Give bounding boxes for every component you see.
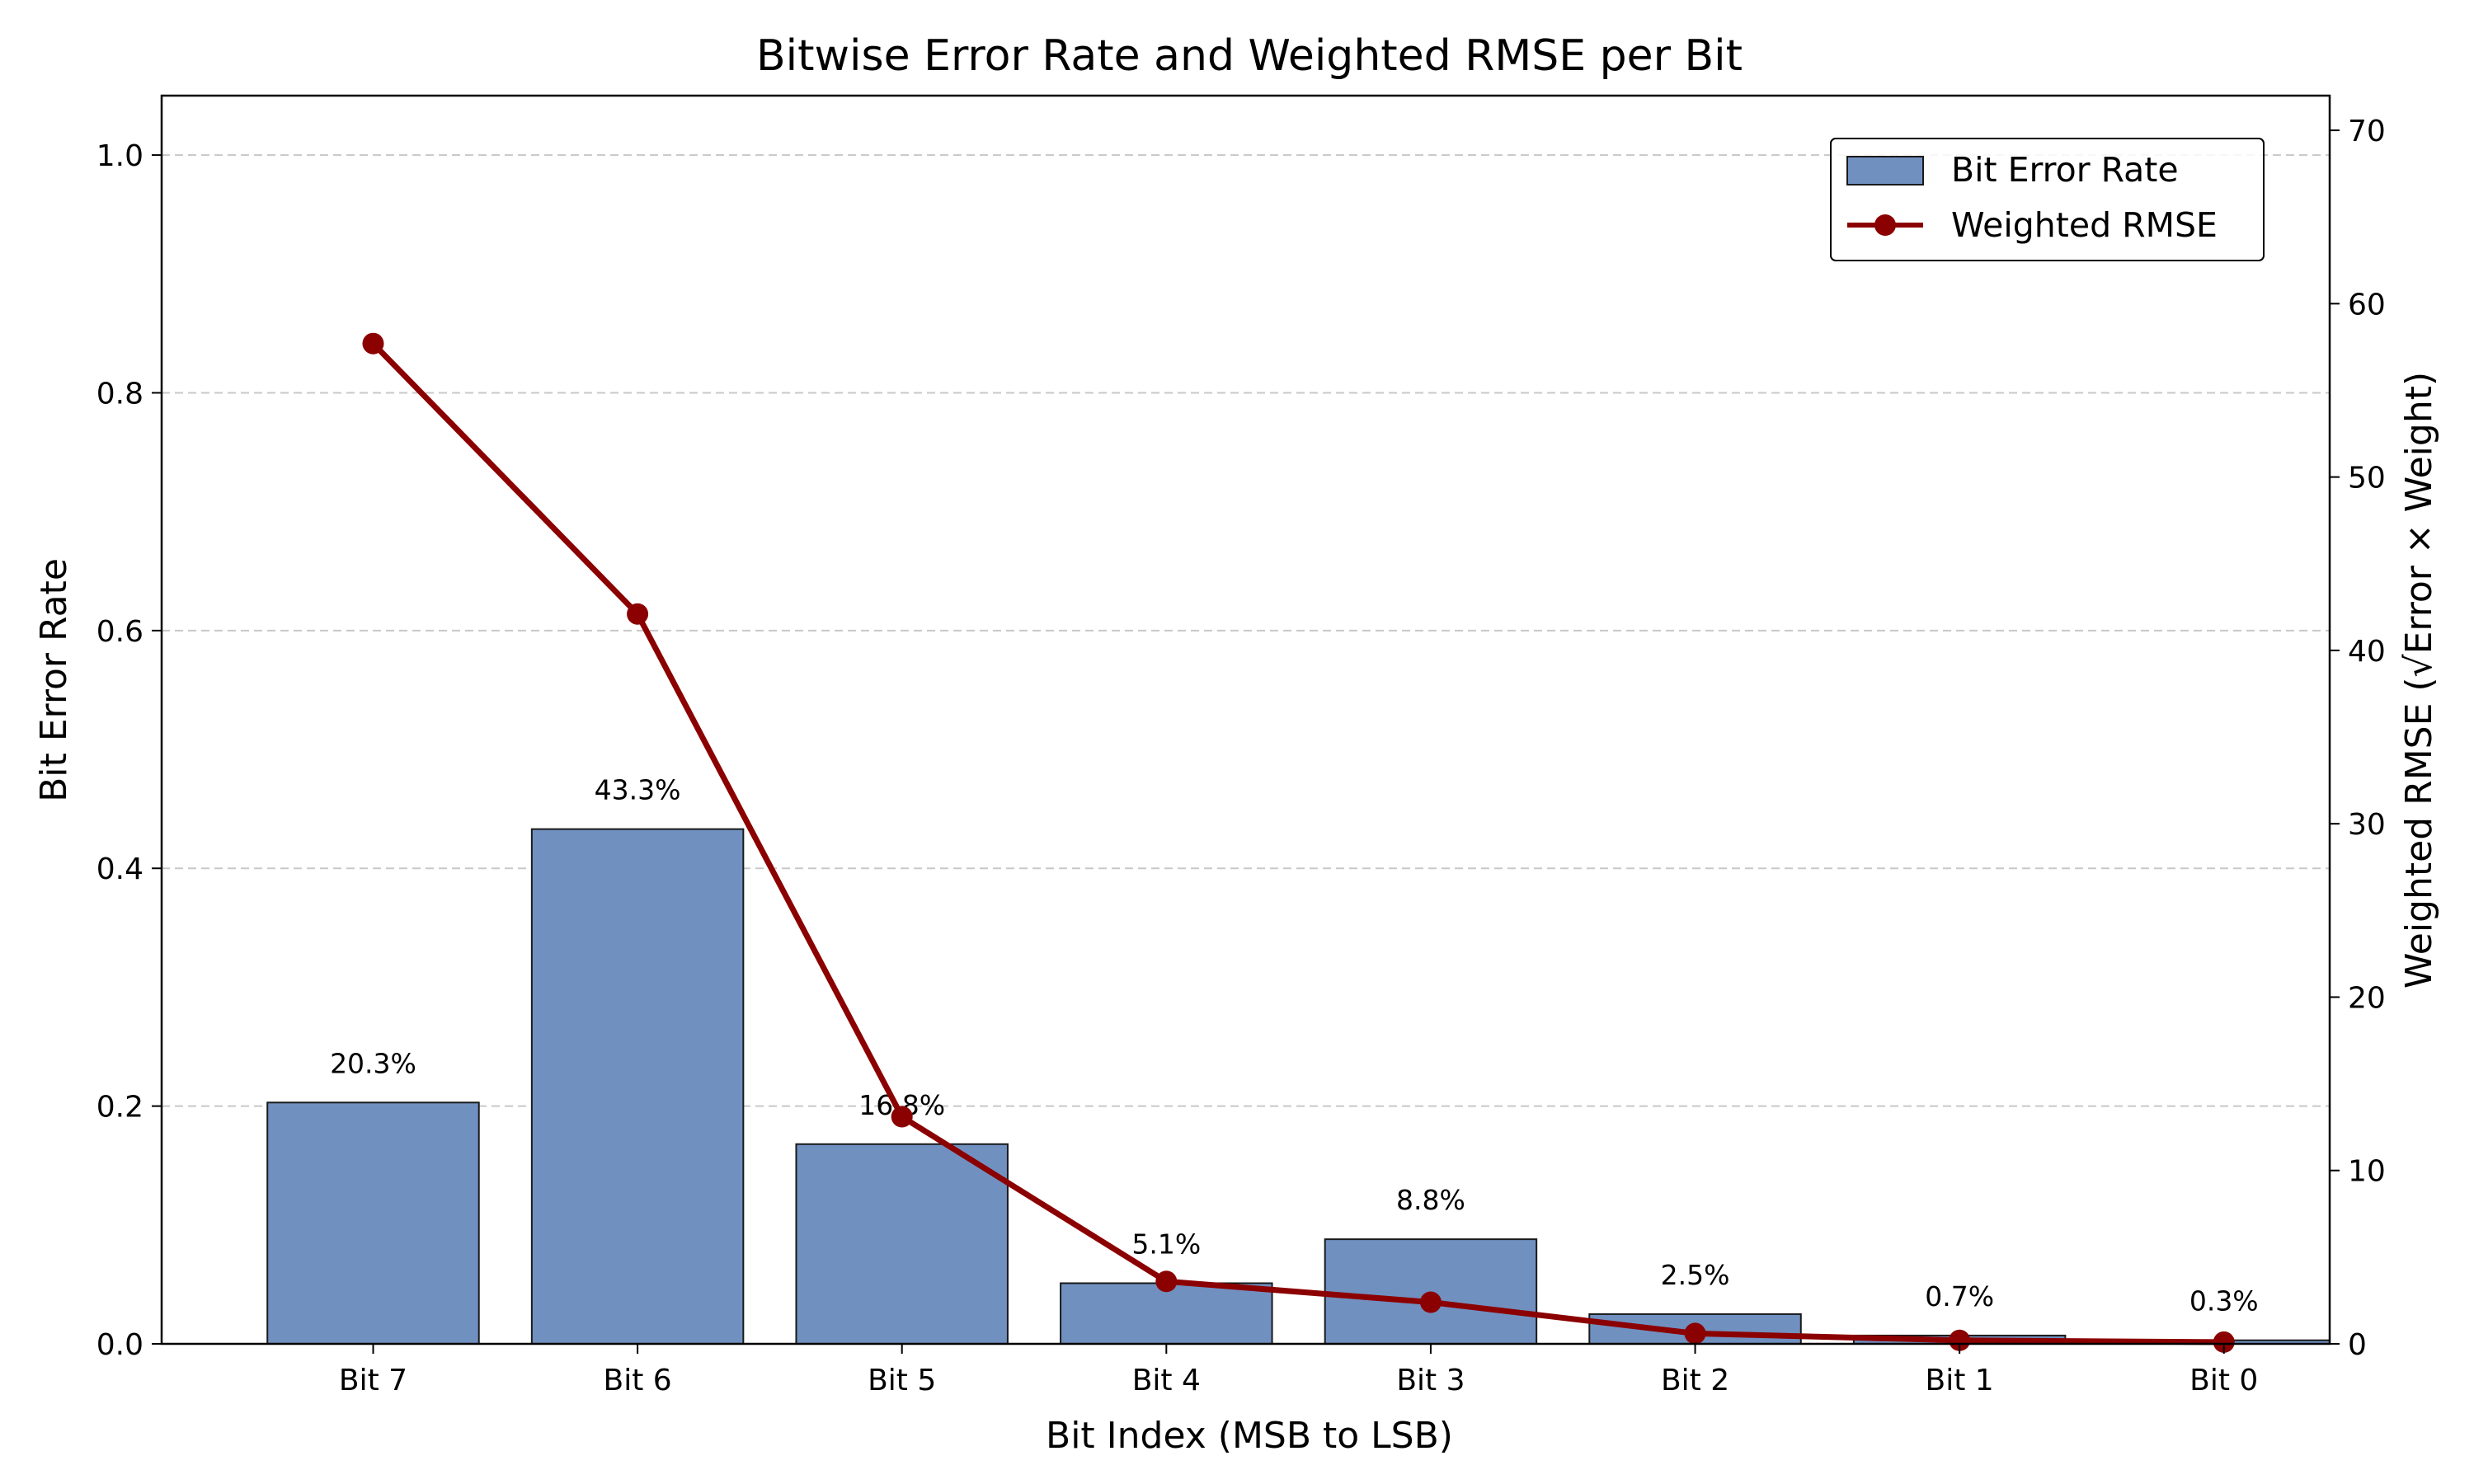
y-tick-label: 0.2 — [96, 1091, 143, 1125]
x-tick-label: Bit 6 — [604, 1364, 672, 1397]
legend-bar-swatch — [1846, 156, 1924, 186]
legend-line-label: Weighted RMSE — [1951, 205, 2218, 245]
y-axis-title: Bit Error Rate — [33, 558, 75, 802]
bar-value-label: 20.3% — [330, 1047, 416, 1079]
bar — [1060, 1282, 1273, 1345]
rmse-point — [1419, 1291, 1442, 1313]
legend-bar-label: Bit Error Rate — [1951, 150, 2179, 190]
y2-tick-label: 50 — [2348, 462, 2386, 495]
rmse-line — [370, 341, 2224, 1345]
rmse-point — [1949, 1329, 1971, 1351]
bar-series: 20.3%43.3%16.8%5.1%8.8%2.5%0.7% 0.3% — [266, 774, 2331, 1345]
x-tick-label: Bit 0 — [2189, 1364, 2258, 1397]
bar-value-label: 0.3% — [2189, 1285, 2259, 1317]
bar-value-label: 43.3% — [595, 774, 681, 806]
y-tick-label: 1.0 — [96, 139, 143, 173]
y2-tick-label: 70 — [2348, 115, 2386, 148]
rmse-point — [1684, 1322, 1706, 1345]
x-tick-label: Bit 7 — [339, 1364, 407, 1397]
y-tick-label: 0.6 — [96, 615, 143, 649]
y-tick-label: 0.4 — [96, 852, 143, 886]
bar — [795, 1143, 1009, 1345]
rmse-point — [2213, 1331, 2235, 1353]
bar-value-label: 0.7% — [1925, 1280, 1994, 1313]
bar-value-label: 2.5% — [1661, 1259, 1730, 1291]
y2-tick-label: 10 — [2348, 1155, 2386, 1189]
legend-line-marker — [1874, 214, 1896, 236]
chart-text: Bitwise Error Rate and Weighted RMSE per… — [33, 31, 2440, 1457]
line-series — [362, 332, 2235, 1353]
x-tick-label: Bit 5 — [868, 1364, 936, 1397]
grid-lines — [162, 154, 2330, 1107]
y-tick-label: 0.0 — [96, 1328, 143, 1362]
bar — [530, 828, 745, 1345]
rmse-point — [1155, 1270, 1178, 1293]
bar — [266, 1101, 480, 1345]
y2-tick-label: 30 — [2348, 808, 2386, 842]
legend: Bit Error Rate Weighted RMSE — [1830, 138, 2265, 261]
rmse-point — [891, 1106, 913, 1128]
chart-title: Bitwise Error Rate and Weighted RMSE per… — [756, 31, 1743, 81]
y2-axis-title: Weighted RMSE (√Error × Weight) — [2398, 372, 2440, 989]
plot-frame — [160, 94, 2331, 1345]
axes: 0.0 0.2 0.4 0.6 0.8 1.0 0 10 20 30 40 50 60 70 Bit 7 Bi… — [96, 94, 2386, 1397]
x-tick-label: Bit 2 — [1661, 1364, 1729, 1397]
rmse-point — [362, 332, 384, 355]
y2-tick-label: 0 — [2348, 1328, 2367, 1362]
y2-tick-label: 20 — [2348, 981, 2386, 1015]
x-tick-label: Bit 4 — [1132, 1364, 1201, 1397]
bar-value-label: 5.1% — [1131, 1228, 1201, 1260]
y2-tick-label: 60 — [2348, 288, 2386, 322]
x-axis-title: Bit Index (MSB to LSB) — [1046, 1415, 1453, 1457]
rmse-point — [627, 603, 649, 625]
x-tick-label: Bit 1 — [1926, 1364, 1994, 1397]
x-tick-label: Bit 3 — [1396, 1364, 1465, 1397]
y-tick-label: 0.8 — [96, 377, 143, 411]
y2-tick-label: 40 — [2348, 635, 2386, 669]
bar-value-label: 8.8% — [1396, 1184, 1465, 1216]
legend-frame — [1830, 138, 2265, 261]
